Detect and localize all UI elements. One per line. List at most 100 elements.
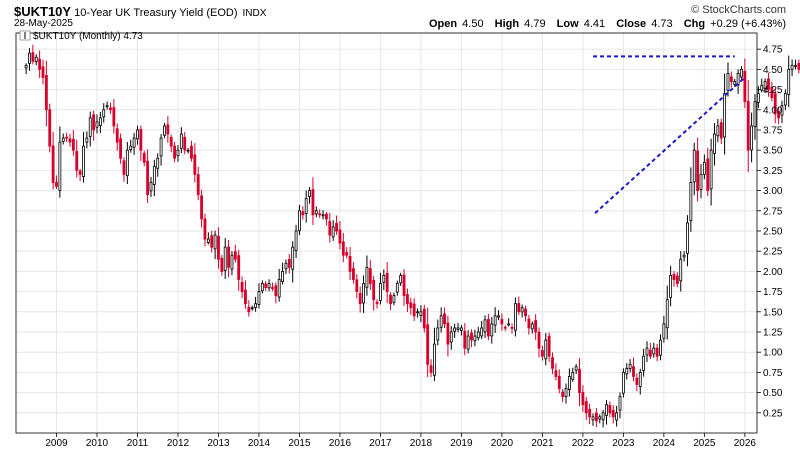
bar-body [642,355,646,371]
bar-body [85,137,89,143]
bar-body [534,320,538,333]
bar-body [760,85,764,91]
bar-body [652,347,656,355]
bar-body [767,78,770,90]
x-tick-label: 2018 [410,438,433,449]
bar-body [119,138,123,159]
bar-body [41,66,45,78]
x-tick-label: 2015 [288,438,311,449]
bar-body [439,315,443,328]
x-tick-label: 2020 [491,438,514,449]
bar-body [129,145,133,151]
stockcharts-brand[interactable]: © StockCharts.com [691,4,786,16]
bar-body [284,262,288,270]
bar-body [159,137,163,157]
bar-body [244,289,247,305]
bar-body [24,64,28,69]
bar-body [669,275,673,298]
bar-body [247,306,251,313]
x-tick-label: 2019 [450,438,473,449]
bar-body [61,137,65,142]
bar-body [379,283,382,301]
bar-body [294,230,298,251]
y-tick-label: 1.25 [763,327,783,338]
bar-body [139,129,143,151]
bar-body [375,301,379,305]
bar-body [547,335,551,357]
y-tick-label: 1.00 [763,348,783,359]
open-label: Open [428,18,458,30]
y-tick-label: 1.75 [763,287,783,298]
bar-body [338,229,342,244]
bar-body [271,287,274,289]
y-tick-label: 2.50 [763,226,783,237]
bar-body [561,391,565,398]
bar-body [503,326,507,329]
bar-body [203,218,207,240]
x-tick-label: 2012 [167,438,190,449]
bar-body [68,138,72,143]
bar-body [125,149,129,177]
bar-body [770,87,774,99]
bar-body [78,170,82,175]
y-tick-label: 4.75 [763,45,783,56]
bar-body [426,324,430,365]
bar-body [34,56,38,63]
bar-body [787,68,791,95]
bar-body [200,195,203,220]
bar-body [328,221,332,236]
bar-body [618,396,622,411]
bar-body [166,124,170,135]
bar-body [567,376,571,390]
bar-body [557,375,561,389]
bar-body [729,76,733,82]
bar-body [777,111,781,119]
bar-body [163,125,166,136]
bar-body [696,150,700,191]
bar-body [392,295,396,303]
bar-body [385,272,389,292]
bar-body [530,323,534,330]
bar-body [223,246,227,272]
bar-body [513,303,517,331]
bar-body [409,302,413,309]
bar-body [763,81,767,90]
chart-date: 28-May-2025 [14,18,73,29]
bar-body [638,371,642,387]
bar-body [335,223,338,232]
bar-body [298,210,301,232]
bar-body [706,158,710,191]
y-tick-label: 3.50 [763,146,783,157]
bar-body [264,283,268,288]
bar-body [645,347,649,356]
bar-body [105,105,109,108]
bar-body [419,311,423,316]
change-value: +0.29 (+6.43%) [710,18,786,30]
bar-body [227,246,230,268]
change-label: Chg [683,18,706,30]
bar-body [659,339,662,356]
bar-body [476,331,480,339]
bar-body [713,133,716,154]
y-tick-label: 2.75 [763,206,783,217]
bar-body [102,109,106,118]
bar-body [783,93,787,106]
plot-frame [15,32,758,434]
bar-body [675,275,679,284]
bar-body [267,283,271,289]
bar-body [740,68,743,78]
close-value: 4.73 [651,18,673,30]
ticker-symbol[interactable]: $UKT10Y [14,4,72,19]
bar-body [709,149,713,190]
bar-body [156,157,160,169]
bar-body [750,125,754,151]
price-bars [24,44,800,428]
bar-body [689,182,693,221]
bar-body [517,303,521,313]
bar-body [581,391,585,406]
bar-body [601,412,605,421]
bar-body [196,174,200,196]
bar-body [402,274,406,297]
bar-body [483,319,487,333]
